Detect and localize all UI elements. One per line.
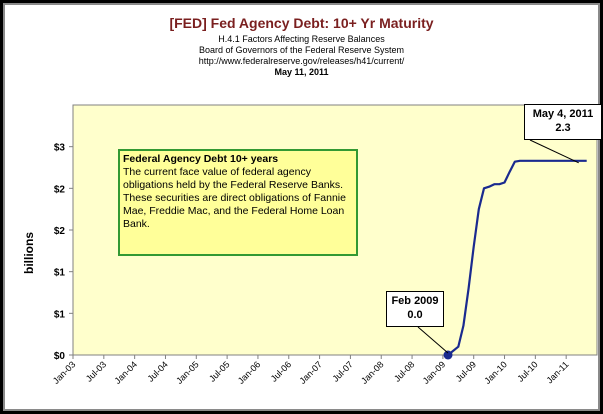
x-tick-label: Jan-10 <box>482 359 509 386</box>
source-url: http://www.federalreserve.gov/releases/h… <box>198 56 405 66</box>
callout-feb-2009-label: Feb 2009 <box>391 295 439 307</box>
callout-may-2011: May 4, 2011 2.3 <box>524 104 602 140</box>
x-tick-label: Jul-05 <box>207 359 231 383</box>
callout-pointer-feb-2009 <box>417 326 449 354</box>
data-point-feb-2009 <box>443 350 453 360</box>
x-tick-label: Jan-03 <box>51 359 78 386</box>
x-tick-label: Jul-03 <box>84 359 108 383</box>
chart-date: May 11, 2011 <box>274 67 329 77</box>
y-tick-label: $1 <box>54 268 66 279</box>
x-tick-label: Jan-09 <box>421 359 448 386</box>
x-tick-label: Jan-07 <box>297 359 324 386</box>
description-title: Federal Agency Debt 10+ years <box>123 153 279 165</box>
series-line <box>447 159 587 356</box>
x-tick-label: Jul-06 <box>269 359 293 383</box>
y-tick-label: $2 <box>54 226 66 237</box>
x-tick-label: Jul-07 <box>330 359 354 383</box>
x-tick-label: Jan-08 <box>359 359 386 386</box>
callout-may-2011-label: May 4, 2011 <box>532 108 594 120</box>
chart-subtitle-1: H.4.1 Factors Affecting Reserve Balances <box>218 34 385 44</box>
x-tick-label: Jan-11 <box>545 359 571 385</box>
x-tick-label: Jan-06 <box>236 359 263 386</box>
x-tick-label: Jul-10 <box>515 359 539 383</box>
callout-pointer-may-2011 <box>529 139 579 164</box>
description-box: Federal Agency Debt 10+ years The curren… <box>118 149 358 256</box>
x-tick-label: Jul-04 <box>145 359 169 383</box>
x-tick-label: Jan-04 <box>113 359 140 386</box>
chart-title: [FED] Fed Agency Debt: 10+ Yr Maturity <box>169 15 434 31</box>
y-tick-label: $1 <box>54 309 66 320</box>
x-tick-label: Jul-08 <box>392 359 416 383</box>
callout-feb-2009-value: 0.0 <box>407 309 423 321</box>
x-tick-label: Jan-05 <box>174 359 201 386</box>
x-tick-label: Jul-09 <box>454 359 478 383</box>
y-tick-label: $2 <box>54 184 66 195</box>
callout-may-2011-value: 2.3 <box>555 122 571 134</box>
description-body: The current face value of federal agency… <box>123 166 346 230</box>
y-tick-label: $0 <box>54 351 66 362</box>
callout-feb-2009: Feb 2009 0.0 <box>386 291 444 327</box>
chart-subtitle-2: Board of Governors of the Federal Reserv… <box>198 45 405 55</box>
y-tick-label: $3 <box>54 143 66 154</box>
